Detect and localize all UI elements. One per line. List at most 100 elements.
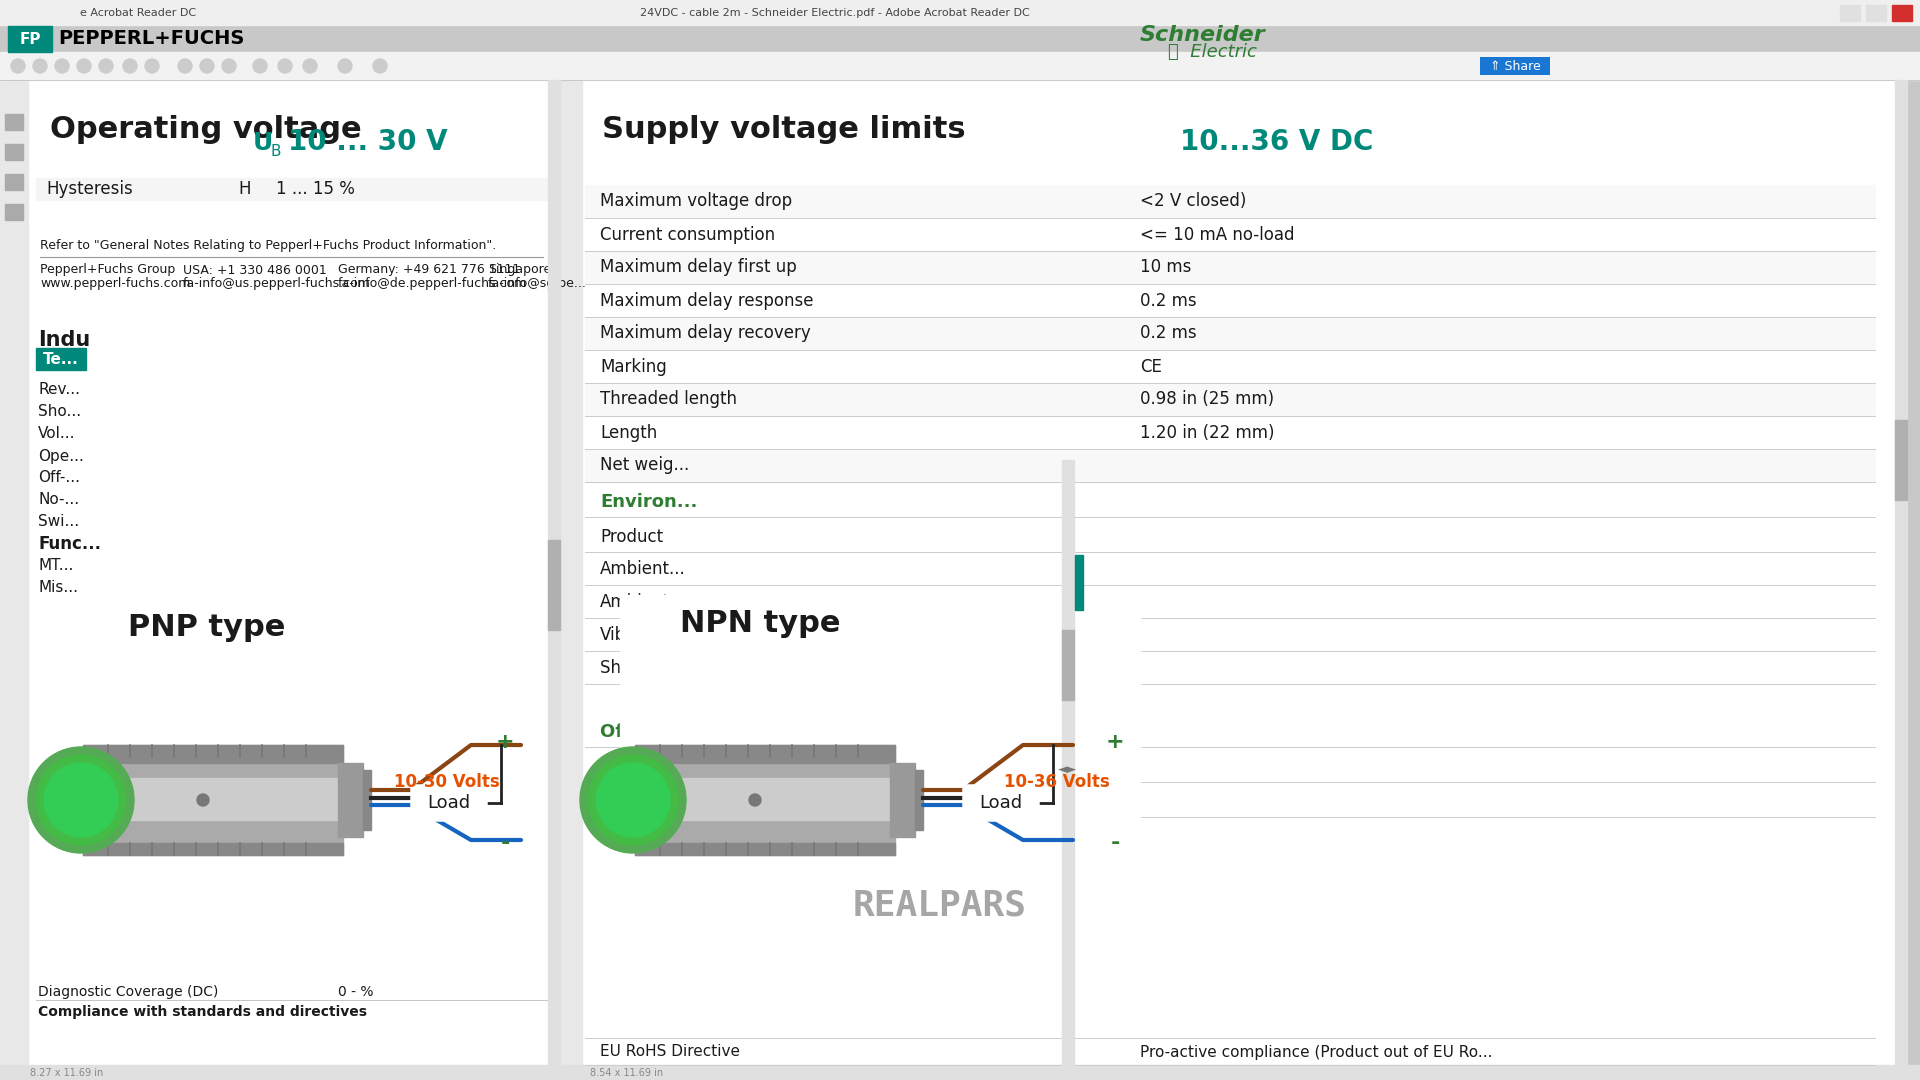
Text: Sho...: Sho... (38, 405, 81, 419)
Text: Diagnostic Coverage (DC): Diagnostic Coverage (DC) (38, 985, 219, 999)
Text: Off-...: Off-... (38, 471, 81, 486)
Text: Operating voltage: Operating voltage (50, 116, 361, 145)
Text: Load: Load (426, 794, 470, 811)
Text: +: + (495, 732, 515, 752)
Circle shape (33, 59, 46, 73)
Circle shape (146, 59, 159, 73)
Circle shape (77, 59, 90, 73)
Text: NPN type: NPN type (680, 608, 841, 637)
Bar (555, 0, 1920, 1080)
Text: 10-36 Volts: 10-36 Volts (1004, 773, 1110, 791)
Bar (0, 52, 555, 80)
Bar (1895, 420, 1907, 500)
Text: fa-info@de.pepperl-fuchs.com: fa-info@de.pepperl-fuchs.com (338, 276, 528, 289)
Text: Ope...: Ope... (38, 448, 84, 463)
Bar (83, 843, 344, 855)
Circle shape (100, 59, 113, 73)
Bar (1075, 555, 1083, 610)
Bar (36, 178, 547, 200)
Text: Pro-active compliance (Product out of EU Ro...: Pro-active compliance (Product out of EU… (1140, 1044, 1492, 1059)
Text: 1.20 in (22 mm): 1.20 in (22 mm) (1140, 423, 1275, 442)
Bar (555, 52, 1920, 80)
Bar (83, 745, 344, 855)
Circle shape (36, 755, 127, 845)
Text: Current consumption: Current consumption (599, 226, 776, 243)
Bar (36, 348, 86, 370)
Bar (1839, 5, 1860, 21)
Text: PEPPERL+FUCHS: PEPPERL+FUCHS (58, 29, 244, 49)
Text: Ambient...: Ambient... (599, 561, 685, 578)
Text: Net weig...: Net weig... (599, 457, 689, 474)
Circle shape (338, 59, 351, 73)
Text: No-...: No-... (38, 492, 79, 508)
Text: FP: FP (19, 31, 40, 46)
Text: 0.2 ms: 0.2 ms (1140, 324, 1196, 342)
Bar (586, 383, 1876, 416)
Bar (586, 185, 1876, 218)
Bar (363, 770, 371, 831)
Text: 8.54 x 11.69 in: 8.54 x 11.69 in (589, 1068, 662, 1078)
Bar (83, 778, 344, 820)
Bar (586, 449, 1876, 482)
Bar (1062, 630, 1073, 700)
Bar (586, 218, 1876, 251)
Text: Hysteresis: Hysteresis (46, 180, 132, 198)
Bar (36, 100, 547, 180)
Bar (0, 0, 555, 25)
Bar (620, 595, 1140, 950)
Bar (636, 843, 895, 855)
Text: Vibration...: Vibration... (599, 626, 691, 644)
Text: Compliance with standards and directives: Compliance with standards and directives (38, 1005, 367, 1020)
Circle shape (29, 747, 134, 853)
Text: CE: CE (1140, 357, 1162, 376)
Bar (1895, 80, 1907, 1080)
Bar (636, 745, 895, 855)
Circle shape (179, 59, 192, 73)
Text: 0.2 ms: 0.2 ms (1140, 292, 1196, 310)
Bar (586, 100, 1876, 180)
Bar (6, 174, 23, 190)
Text: 8.27 x 11.69 in: 8.27 x 11.69 in (31, 1068, 104, 1078)
Text: Vol...: Vol... (38, 427, 75, 442)
Text: ◄►: ◄► (1058, 764, 1077, 777)
Text: Maximum delay first up: Maximum delay first up (599, 258, 797, 276)
Bar (636, 778, 895, 820)
Text: REACh h...: REACh h... (599, 793, 687, 811)
Bar (561, 80, 1901, 1080)
Text: B: B (271, 144, 280, 159)
Text: <2 V closed): <2 V closed) (1140, 192, 1246, 211)
Circle shape (303, 59, 317, 73)
Bar (1062, 460, 1073, 1080)
Bar (586, 100, 1876, 180)
Text: EU RoHS Directive: EU RoHS Directive (599, 1044, 739, 1059)
Bar (964, 785, 1039, 820)
Text: ⓔ  Electric: ⓔ Electric (1167, 43, 1258, 60)
Bar (83, 745, 344, 762)
Text: Supply voltage limits: Supply voltage limits (603, 116, 966, 145)
Text: Mis...: Mis... (38, 581, 79, 595)
Text: Te...: Te... (42, 351, 79, 366)
Bar (67, 600, 530, 950)
Bar (891, 762, 916, 837)
Text: 10 ... 30 V: 10 ... 30 V (288, 129, 447, 156)
Bar (586, 251, 1876, 284)
Bar (586, 318, 1876, 350)
Text: +: + (1106, 732, 1125, 752)
Circle shape (278, 59, 292, 73)
Bar (0, 1065, 555, 1080)
Text: Maximum delay recovery: Maximum delay recovery (599, 324, 810, 342)
Bar (8, 26, 52, 52)
Circle shape (580, 747, 685, 853)
Circle shape (12, 59, 25, 73)
Text: Threaded length: Threaded length (599, 391, 737, 408)
Bar (547, 80, 561, 1080)
Bar (916, 770, 924, 831)
Text: Marking: Marking (599, 357, 666, 376)
Bar (1480, 57, 1549, 75)
Text: H: H (238, 180, 250, 198)
Bar (1891, 5, 1912, 21)
Bar (555, 1065, 1920, 1080)
Text: 0 - %: 0 - % (338, 985, 374, 999)
Bar (586, 350, 1876, 383)
Bar (1866, 5, 1885, 21)
